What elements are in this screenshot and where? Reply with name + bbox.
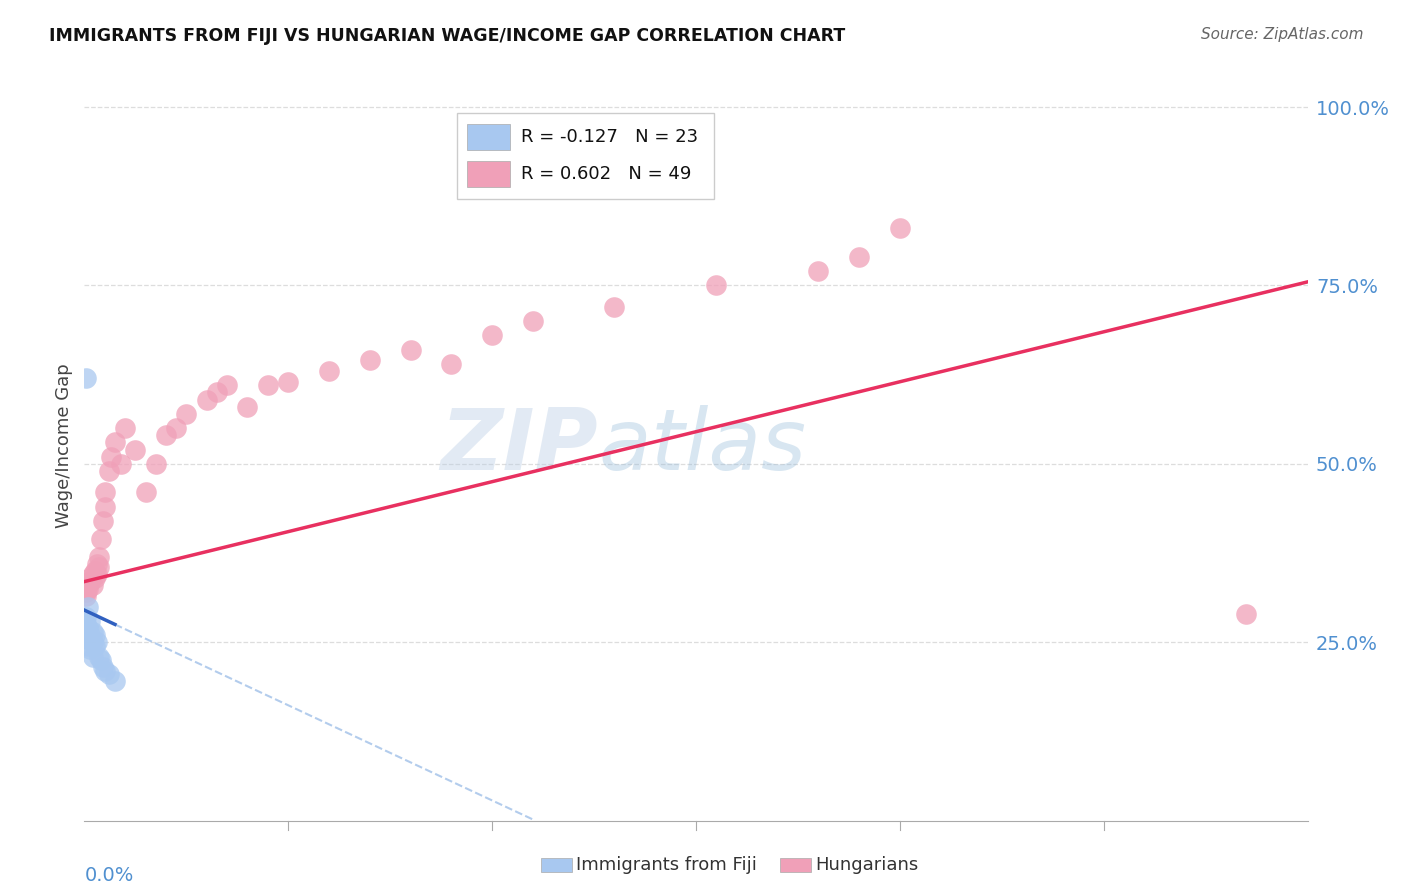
Point	[706, 278, 728, 293]
Point	[87, 649, 110, 664]
Point	[522, 314, 544, 328]
Point	[205, 385, 228, 400]
Point	[75, 624, 97, 639]
Point	[97, 464, 120, 478]
Point	[83, 564, 105, 578]
Text: Immigrants from Fiji: Immigrants from Fiji	[576, 856, 758, 874]
Point	[79, 628, 101, 642]
Point	[77, 574, 100, 589]
Point	[889, 221, 911, 235]
Point	[104, 674, 127, 689]
FancyBboxPatch shape	[467, 161, 510, 187]
Point	[82, 567, 104, 582]
Text: R = -0.127   N = 23: R = -0.127 N = 23	[522, 128, 699, 145]
Point	[93, 500, 115, 514]
Point	[440, 357, 463, 371]
Point	[86, 635, 108, 649]
Point	[75, 582, 97, 596]
Point	[75, 585, 97, 599]
Point	[91, 660, 114, 674]
Text: atlas: atlas	[598, 404, 806, 488]
Point	[399, 343, 422, 357]
Point	[86, 567, 108, 582]
Point	[90, 532, 112, 546]
Point	[114, 421, 136, 435]
Point	[104, 435, 127, 450]
Point	[77, 621, 100, 635]
Point	[174, 407, 197, 421]
Point	[87, 560, 110, 574]
Point	[77, 582, 100, 596]
Text: R = 0.602   N = 49: R = 0.602 N = 49	[522, 165, 692, 183]
FancyBboxPatch shape	[467, 124, 510, 150]
Point	[165, 421, 187, 435]
Point	[359, 353, 381, 368]
Point	[195, 392, 218, 407]
Point	[257, 378, 280, 392]
Point	[77, 599, 100, 614]
Point	[83, 639, 105, 653]
Point	[77, 578, 100, 592]
Point	[90, 653, 112, 667]
Point	[97, 667, 120, 681]
Point	[82, 624, 104, 639]
Point	[135, 485, 157, 500]
Point	[91, 514, 114, 528]
Point	[82, 649, 104, 664]
Point	[93, 664, 115, 678]
Point	[75, 589, 97, 603]
Text: IMMIGRANTS FROM FIJI VS HUNGARIAN WAGE/INCOME GAP CORRELATION CHART: IMMIGRANTS FROM FIJI VS HUNGARIAN WAGE/I…	[49, 27, 845, 45]
Point	[82, 578, 104, 592]
Point	[603, 300, 626, 314]
Point	[807, 264, 830, 278]
Point	[93, 485, 115, 500]
Point	[79, 571, 101, 585]
Point	[848, 250, 870, 264]
Point	[155, 428, 177, 442]
Point	[145, 457, 167, 471]
Point	[217, 378, 239, 392]
Text: ZIP: ZIP	[440, 404, 598, 488]
Point	[79, 574, 101, 589]
Point	[124, 442, 146, 457]
Point	[1236, 607, 1258, 621]
Point	[79, 642, 101, 657]
Point	[236, 400, 259, 414]
Point	[86, 557, 108, 571]
Text: Source: ZipAtlas.com: Source: ZipAtlas.com	[1201, 27, 1364, 42]
Point	[79, 614, 101, 628]
Point	[77, 639, 100, 653]
Point	[87, 549, 110, 564]
Point	[83, 571, 105, 585]
Point	[75, 371, 97, 385]
Y-axis label: Wage/Income Gap: Wage/Income Gap	[55, 364, 73, 528]
Point	[83, 628, 105, 642]
Text: 0.0%: 0.0%	[84, 865, 134, 885]
Point	[110, 457, 132, 471]
Point	[75, 617, 97, 632]
Point	[318, 364, 340, 378]
Point	[277, 375, 299, 389]
FancyBboxPatch shape	[457, 112, 714, 199]
Point	[82, 635, 104, 649]
Point	[481, 328, 503, 343]
Point	[77, 632, 100, 646]
Point	[100, 450, 122, 464]
Text: Hungarians: Hungarians	[815, 856, 918, 874]
Point	[75, 610, 97, 624]
